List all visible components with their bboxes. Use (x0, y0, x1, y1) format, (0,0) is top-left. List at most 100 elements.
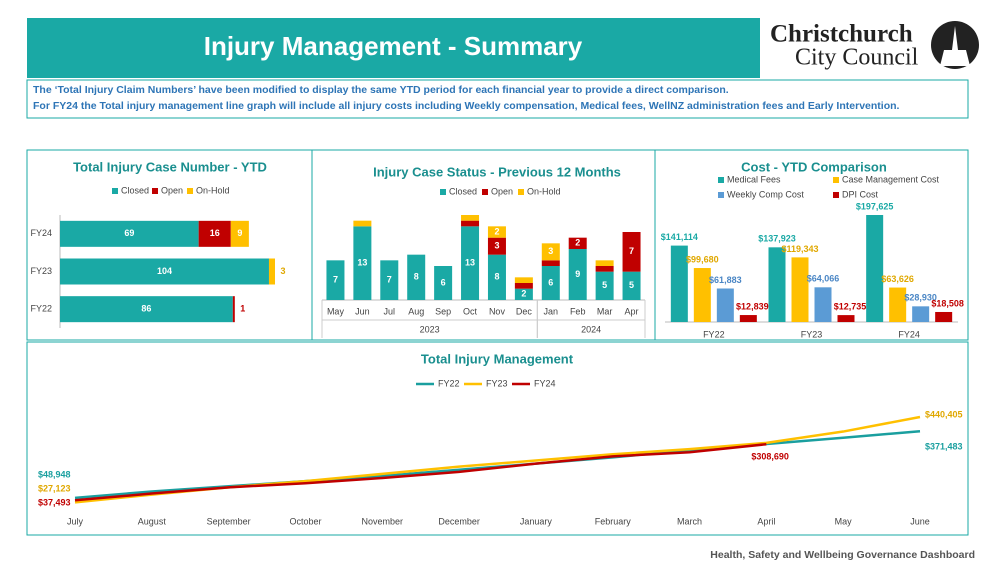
x-tick-label: May (835, 516, 853, 526)
bar (791, 257, 809, 322)
legend-label: Closed (449, 186, 477, 196)
data-label: 3 (548, 246, 553, 256)
x-tick-label: July (67, 516, 84, 526)
legend-swatch (152, 188, 158, 194)
data-label: 69 (124, 228, 134, 238)
legend-swatch (518, 189, 524, 195)
footer: Health, Safety and Wellbeing Governance … (710, 549, 975, 561)
bar-segment (268, 258, 275, 285)
line-series (74, 442, 767, 502)
bar-segment (326, 260, 345, 300)
bar-segment (514, 277, 533, 283)
y-tick-label: FY23 (30, 266, 52, 276)
data-label: 86 (141, 304, 151, 314)
data-label: 2 (521, 289, 526, 299)
data-label: $27,123 (38, 483, 71, 493)
bar-segment (514, 288, 533, 300)
y-tick-label: FY22 (30, 304, 52, 314)
bar (935, 311, 953, 322)
data-label: 2 (575, 238, 580, 248)
bar-segment (622, 232, 641, 272)
data-label: $137,923 (758, 234, 796, 244)
legend-swatch (482, 189, 488, 195)
legend-label: Case Management Cost (842, 174, 940, 184)
data-label: 104 (157, 266, 172, 276)
chart-title: Cost - YTD Comparison (741, 159, 887, 174)
bar-segment (380, 260, 399, 300)
legend-label: Closed (121, 185, 149, 195)
data-label: $18,508 (931, 298, 964, 308)
x-tick-label: October (289, 516, 321, 526)
bar-segment (487, 226, 506, 238)
data-label: $63,626 (881, 274, 914, 284)
x-tick-label: August (138, 516, 167, 526)
bar-segment (407, 254, 426, 300)
bar-segment (461, 220, 480, 227)
data-label: $119,343 (781, 244, 818, 254)
x-tick-label: Mar (597, 306, 613, 316)
x-tick-label: Jan (544, 306, 559, 316)
data-label: 7 (333, 275, 338, 285)
data-label: 13 (357, 258, 367, 268)
bar-segment (568, 237, 587, 249)
bar-segment (568, 249, 587, 300)
legend-swatch (112, 188, 118, 194)
x-tick-label: Feb (570, 306, 586, 316)
legend-swatch (440, 189, 446, 195)
x-tick-label: Jul (384, 306, 396, 316)
legend-label: Open (491, 186, 513, 196)
legend-label: FY24 (534, 378, 556, 388)
data-label: 3 (494, 241, 499, 251)
legend-swatch (833, 192, 839, 198)
x-tick-label: Apr (625, 306, 639, 316)
data-label: $141,114 (661, 232, 698, 242)
legend-swatch (718, 192, 724, 198)
data-label: 2 (494, 226, 499, 236)
data-label: 7 (387, 275, 392, 285)
bar (768, 247, 786, 322)
bar-segment (434, 266, 453, 300)
chart-title: Total Injury Management (421, 351, 574, 366)
bar-segment (60, 220, 199, 247)
data-label: 9 (575, 269, 580, 279)
bar-segment (487, 237, 506, 255)
bar (912, 306, 930, 322)
data-label: 5 (629, 280, 634, 290)
data-label: 9 (237, 228, 242, 238)
bar-segment (230, 220, 249, 247)
bar-segment (541, 243, 560, 261)
x-tick-label: November (362, 516, 404, 526)
data-label: 6 (441, 277, 446, 287)
legend-swatch (718, 177, 724, 183)
bar (866, 215, 884, 322)
data-label: $371,483 (925, 442, 963, 452)
legend-label: Open (161, 185, 183, 195)
legend-swatch (187, 188, 193, 194)
bar (739, 315, 757, 322)
x-tick-label: December (438, 516, 480, 526)
x-tick-label: June (910, 516, 930, 526)
bar-segment (232, 296, 235, 323)
header-bar (27, 18, 760, 78)
x-tick-label: May (327, 306, 345, 316)
data-label: $64,066 (807, 274, 840, 284)
data-label: $12,839 (736, 301, 769, 311)
bar-segment (541, 260, 560, 266)
data-label: $197,625 (856, 201, 894, 211)
x-tick-label: FY24 (898, 329, 920, 339)
legend-label: FY22 (438, 378, 460, 388)
data-label: $99,680 (686, 254, 719, 264)
data-label: $37,493 (38, 497, 71, 507)
group-label: 2023 (420, 324, 440, 334)
chart-title: Injury Case Status - Previous 12 Months (373, 164, 621, 179)
data-label: $308,690 (751, 452, 789, 462)
bar-segment (487, 254, 506, 300)
data-label: 6 (548, 277, 553, 287)
x-tick-label: Aug (408, 306, 424, 316)
bar (670, 245, 688, 322)
legend-label: On-Hold (196, 185, 230, 195)
x-tick-label: April (757, 516, 775, 526)
bar-segment (353, 220, 372, 227)
bar (814, 287, 832, 322)
